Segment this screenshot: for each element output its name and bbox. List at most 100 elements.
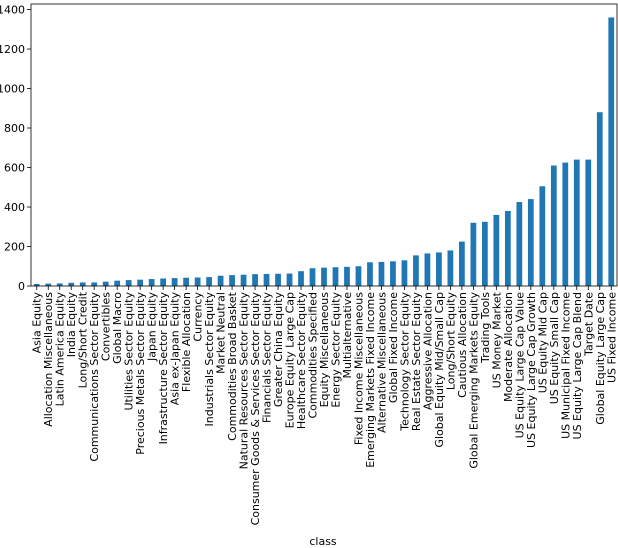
bar — [321, 267, 327, 286]
y-tick-label: 400 — [4, 201, 25, 214]
x-tick-label: Japan Equity — [146, 292, 159, 362]
y-tick-label: 0 — [18, 280, 25, 293]
x-tick-label: Aggressive Allocation — [421, 292, 434, 410]
bar — [68, 282, 75, 286]
x-tick-label: Flexible Allocation — [180, 292, 193, 392]
x-tick-label: Target Date — [582, 292, 595, 357]
bar — [125, 280, 132, 286]
x-tick-label: Long/Short Equity — [444, 292, 457, 391]
bar — [527, 199, 534, 286]
x-tick-label: Consumer Goods & Services Sector Equity — [249, 292, 262, 526]
x-tick-label: Healthcare Sector Equity — [295, 292, 308, 430]
x-tick-label: Infrastructure Sector Equity — [157, 292, 170, 445]
bar — [550, 165, 557, 286]
x-tick-label: Global Macro — [111, 292, 124, 364]
bar — [171, 278, 178, 286]
bar — [344, 266, 350, 286]
x-tick-label: Trading Tools — [479, 292, 492, 364]
bar — [79, 282, 86, 286]
bar — [91, 282, 98, 286]
bar — [206, 277, 212, 286]
bar — [56, 283, 63, 286]
x-tick-label: Europe Equity Large Cap — [284, 292, 297, 428]
x-tick-label: Natural Resources Sector Equity — [238, 292, 251, 470]
x-tick-label: Equity Miscellaneous — [318, 292, 331, 408]
x-tick-label: US Equity Small Cap — [548, 292, 561, 404]
x-tick-label: Asia ex-Japan Equity — [169, 292, 182, 406]
x-tick-label: Global Equity Mid/Small Cap — [433, 292, 446, 448]
x-tick-label: Commodities Broad Basket — [226, 291, 239, 441]
bar — [447, 250, 454, 286]
bar — [424, 253, 431, 286]
x-tick-label: Global Emerging Markets Equity — [467, 292, 480, 469]
bar — [263, 273, 270, 286]
y-tick-label: 800 — [4, 122, 25, 135]
bar — [516, 202, 523, 286]
bar — [562, 162, 569, 286]
y-tick-label: 200 — [4, 241, 25, 254]
bar — [573, 159, 580, 286]
bar — [45, 283, 52, 286]
bar — [286, 273, 293, 286]
x-tick-label: Asia Equity — [31, 292, 44, 354]
bar — [114, 280, 121, 286]
x-tick-label: Greater China Equity — [272, 292, 285, 408]
x-tick-label: Currency — [192, 292, 205, 342]
bar — [470, 222, 477, 286]
bar — [355, 266, 362, 286]
x-tick-label: Long/Short Credit — [77, 291, 90, 388]
bar — [137, 279, 144, 286]
x-tick-label: Financials Sector Equity — [261, 292, 274, 424]
bar — [493, 214, 500, 286]
x-axis-label: class — [309, 535, 337, 548]
x-tick-label: US Equity Mid Cap — [536, 292, 549, 393]
bar — [240, 274, 247, 286]
bar — [332, 267, 339, 286]
bar — [401, 260, 408, 286]
x-tick-label: US Fixed Income — [605, 292, 618, 383]
plot-frame — [30, 3, 618, 287]
bar — [217, 275, 224, 286]
x-tick-label: Real Estate Sector Equity — [410, 292, 423, 432]
x-tick-label: Precious Metals Sector Equity — [134, 292, 147, 455]
x-tick-label: US Equity Large Cap Value — [513, 292, 526, 439]
bar — [33, 284, 40, 286]
y-tick-label: 1400 — [0, 4, 25, 17]
x-tick-label: Global Fixed Income — [387, 292, 400, 403]
x-tick-label: Utilities Sector Equity — [123, 292, 136, 411]
y-tick-label: 1200 — [0, 43, 25, 56]
x-tick-label: US Money Market — [490, 291, 503, 388]
bar — [504, 210, 511, 286]
bar — [309, 268, 316, 286]
bar — [160, 278, 167, 286]
x-tick-label: Global Equity Large Cap — [594, 292, 607, 425]
y-tick-label: 1000 — [0, 83, 25, 96]
y-tick-label: 600 — [4, 162, 25, 175]
x-tick-label: Market Neutral — [215, 292, 228, 374]
bar — [102, 281, 109, 286]
x-tick-label: Cautious Allocation — [456, 292, 469, 398]
bar — [608, 17, 615, 287]
bar — [390, 261, 396, 286]
bar — [436, 252, 442, 286]
x-tick-label: US Equity Large Cap Blend — [571, 292, 584, 439]
bar — [539, 186, 546, 286]
bar — [367, 262, 373, 286]
bar — [596, 112, 603, 286]
bar — [459, 241, 465, 286]
x-tick-label: Commodities Specified — [307, 292, 320, 419]
bar — [481, 221, 488, 286]
x-tick-label: Communications Sector Equity — [88, 292, 101, 462]
x-tick-label: Technology Sector Equity — [398, 292, 411, 432]
x-tick-label: US Municipal Fixed Income — [559, 292, 572, 439]
x-tick-label: Emerging Markets Fixed Income — [364, 292, 377, 468]
x-tick-label: Convertibles — [100, 292, 113, 361]
bar — [148, 279, 155, 286]
bar — [275, 273, 281, 286]
bar — [194, 277, 201, 286]
x-tick-label: Industrials Sector Equity — [203, 292, 216, 427]
x-tick-label: Latin America Equity — [54, 292, 67, 407]
x-tick-label: Alternative Miscellaneous — [375, 292, 388, 433]
bar — [298, 271, 304, 286]
x-tick-label: India Equity — [65, 292, 78, 358]
